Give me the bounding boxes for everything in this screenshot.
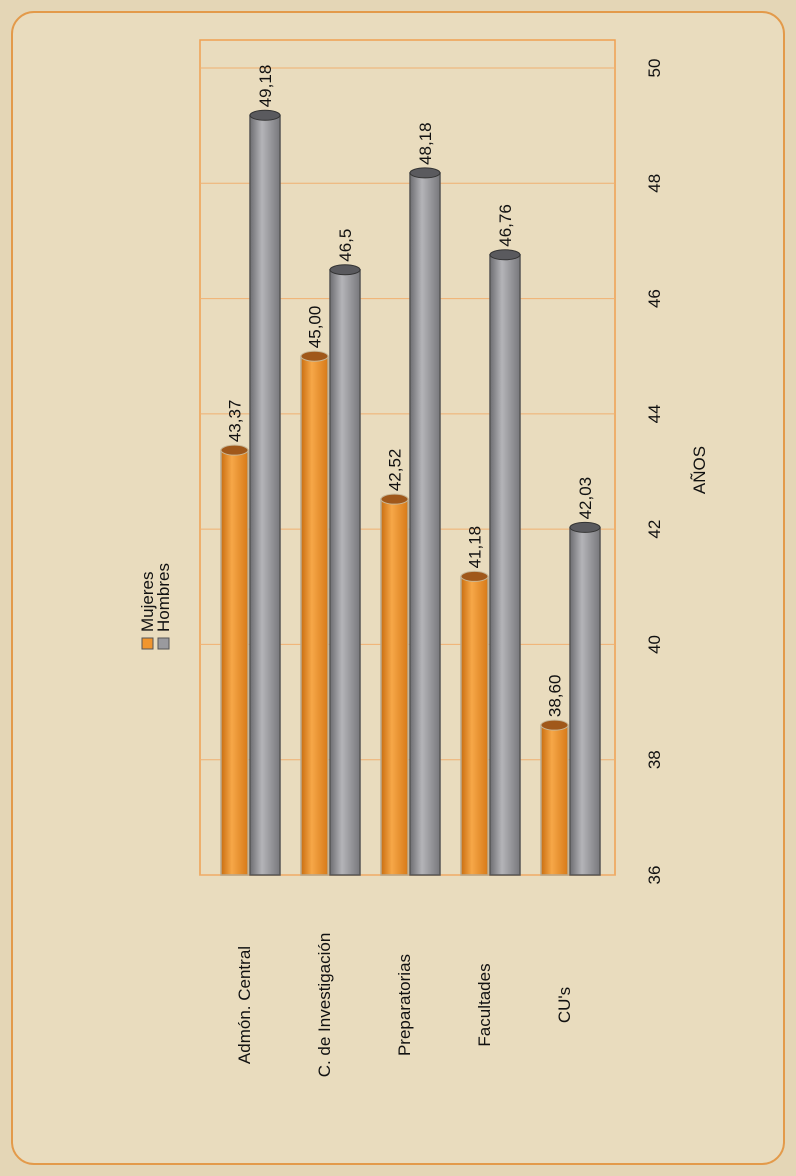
bar-cap [380,493,409,505]
y-tick-label: 36 [645,866,664,885]
x-tick-label: Admón. Central [235,946,254,1064]
bar-cap [460,570,489,582]
bar [409,172,441,876]
legend-swatch [157,637,170,650]
value-label: 46,76 [496,204,515,247]
x-tick-label: C. de Investigación [315,933,334,1078]
bar-cap [329,264,361,276]
bar [329,269,361,876]
bar-cap [249,109,281,121]
bar-cap [489,249,521,261]
bar [460,575,489,876]
value-label: 48,18 [416,122,435,165]
bar [380,498,409,876]
bar-cap [540,719,569,731]
bar [489,254,521,876]
x-tick-label: CU's [555,987,574,1023]
y-tick-label: 48 [645,174,664,193]
legend-label: Hombres [154,563,173,632]
value-label: 43,37 [226,400,245,443]
y-tick-label: 46 [645,289,664,308]
value-label: 42,52 [386,449,405,492]
bar [220,449,249,876]
y-tick-label: 40 [645,635,664,654]
x-tick-label: Preparatorias [395,954,414,1056]
bar-cap [220,444,249,456]
y-axis-label: AÑOS [690,446,709,494]
value-label: 45,00 [306,306,325,349]
bar [300,355,329,876]
bar [249,114,281,876]
value-label: 41,18 [466,526,485,569]
bar-cap [569,521,601,533]
legend-label: Mujeres [138,572,157,632]
value-label: 46,5 [336,229,355,262]
y-tick-label: 42 [645,520,664,539]
bar [569,526,601,876]
value-label: 49,18 [256,65,275,108]
y-tick-label: 50 [645,59,664,78]
value-label: 38,60 [546,675,565,718]
y-tick-label: 44 [645,404,664,423]
bar-cap [409,167,441,179]
bar-cap [300,350,329,362]
x-tick-label: Facultades [475,963,494,1046]
value-label: 42,03 [576,477,595,520]
legend-swatch [141,637,154,650]
bar [540,724,569,876]
y-tick-label: 38 [645,750,664,769]
